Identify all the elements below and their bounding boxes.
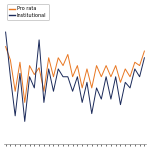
Legend: Pro rata, Institutional: Pro rata, Institutional [7,4,49,20]
